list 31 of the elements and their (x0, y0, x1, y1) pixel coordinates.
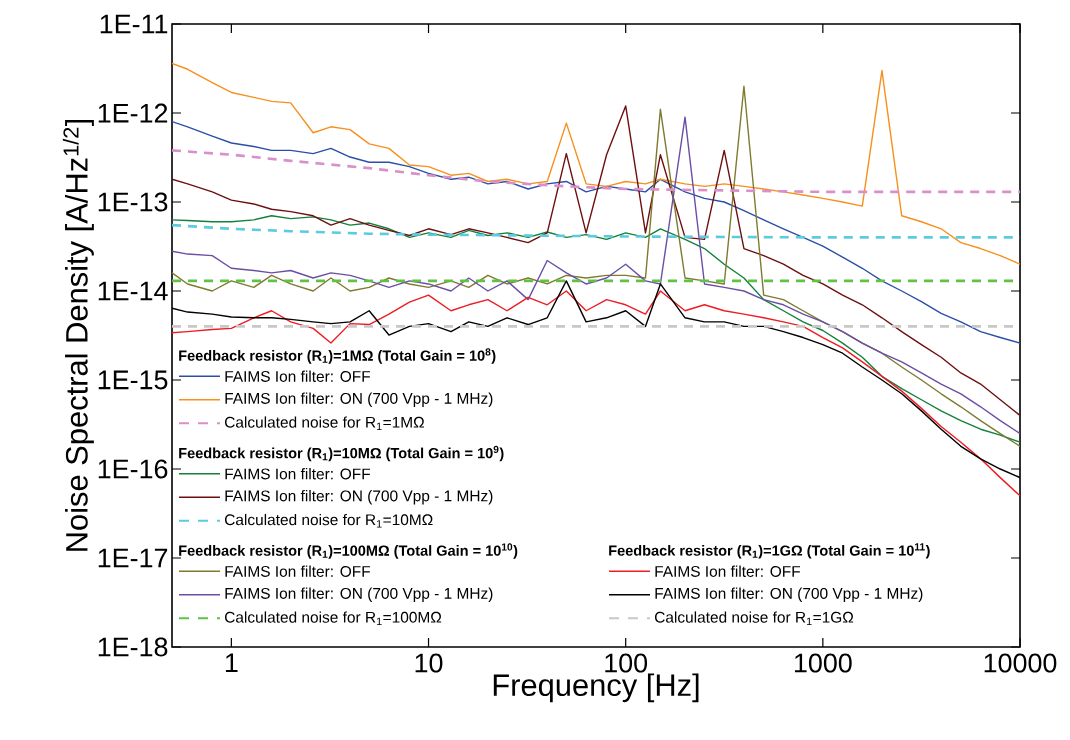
legend-label: FAIMS Ion filter: OFF (225, 468, 371, 480)
legend-label: Calculated noise for R$_{1}$=10MΩ (224, 513, 433, 528)
y-tick-label: 1E-12 (98, 103, 168, 123)
legend-label: FAIMS Ion filter: OFF (225, 565, 371, 577)
x-tick-label: 1000 (794, 653, 852, 673)
annotation: Feedback resistor (R$_{1}$)=1GΩ (Total Gain = 10$^{11}$) (609, 543, 930, 559)
annotation: Feedback resistor (R$_{1}$)=100MΩ (Total Gain = 10$^{10}$) (179, 543, 518, 559)
y-tick-label: 1E-15 (98, 370, 168, 390)
y-tick-label: 1E-17 (98, 548, 168, 568)
y-tick-label: 1E-14 (98, 281, 168, 301)
legend-label: FAIMS Ion filter: OFF (225, 370, 371, 382)
y-tick-label: 1E-13 (98, 192, 168, 212)
y-tick-label: 1E-16 (98, 459, 168, 479)
x-tick-label: 1 (225, 653, 238, 673)
legend-label: Calculated noise for R$_{1}$=1MΩ (224, 416, 424, 431)
x-tick-label: 10 (415, 653, 443, 673)
legend-label: FAIMS Ion filter: ON (700 Vpp - 1 MHz) (225, 490, 493, 505)
annotation: Feedback resistor (R$_{1}$)=1MΩ (Total Gain = 10$^{8}$) (179, 348, 496, 364)
x-tick-label: 100 (605, 653, 648, 673)
legend-label: FAIMS Ion filter: ON (700 Vpp - 1 MHz) (225, 587, 493, 602)
y-axis-title: Noise Spectral Density [A/Hz$^{1/2}$] (62, 119, 94, 551)
legend-label: FAIMS Ion filter: OFF (655, 565, 801, 577)
x-axis-title: Frequency [Hz] (493, 673, 699, 703)
x-tick-label: 10000 (984, 653, 1057, 673)
legend-label: FAIMS Ion filter: ON (700 Vpp - 1 MHz) (655, 587, 923, 602)
y-tick-label: 1E-11 (100, 14, 168, 34)
y-tick-label: 1E-18 (98, 637, 168, 657)
legend-label: FAIMS Ion filter: ON (700 Vpp - 1 MHz) (225, 392, 493, 407)
legend-label: Calculated noise for R$_{1}$=100MΩ (224, 611, 442, 626)
legend-label: Calculated noise for R$_{1}$=1GΩ (654, 611, 854, 626)
annotation: Feedback resistor (R$_{1}$)=10MΩ (Total Gain = 10$^{9}$) (179, 445, 504, 462)
